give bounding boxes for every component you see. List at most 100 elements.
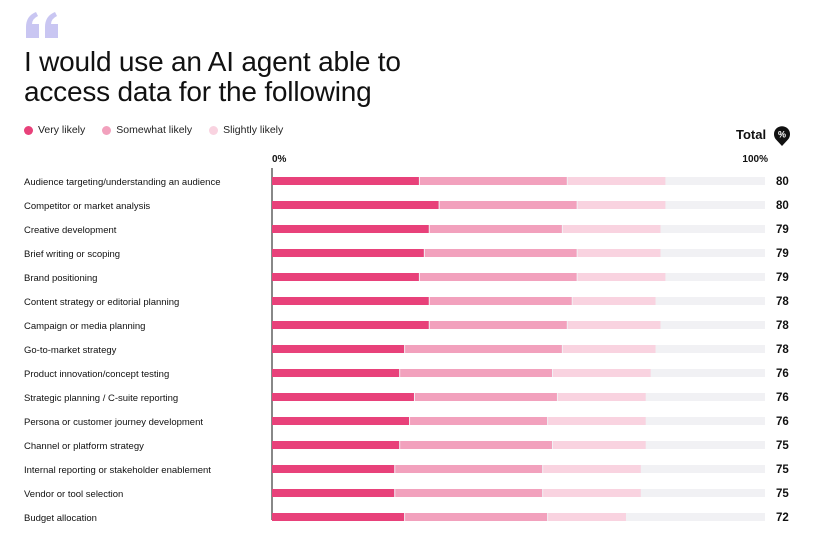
percent-badge-label: % <box>778 129 786 139</box>
bar-segment <box>562 225 661 233</box>
bar-segment <box>543 489 641 497</box>
category-label: Product innovation/concept testing <box>24 369 169 380</box>
bar-segment <box>272 321 429 329</box>
total-value-label: 78 <box>776 320 789 332</box>
total-value-label: 80 <box>776 176 789 188</box>
total-value-label: 78 <box>776 296 789 308</box>
bar-row: Creative development 79 <box>24 224 789 236</box>
category-label: Campaign or media planning <box>24 321 145 332</box>
category-label: Brand positioning <box>24 273 97 284</box>
legend-label-somewhat-likely: Somewhat likely <box>116 124 193 136</box>
bar-segment <box>272 465 395 473</box>
bar-segment <box>419 177 567 185</box>
bar-segment <box>272 177 419 185</box>
bar-row: Campaign or media planning 78 <box>24 320 789 332</box>
total-column-header: Total <box>736 127 767 142</box>
bar-segment <box>439 201 577 209</box>
bar-segment <box>429 225 562 233</box>
bar-segment <box>272 513 405 521</box>
bar-segment <box>567 177 666 185</box>
legend-label-slightly-likely: Slightly likely <box>223 124 284 136</box>
bar-row: Persona or customer journey development 7… <box>24 416 789 428</box>
category-label: Strategic planning / C-suite reporting <box>24 393 178 404</box>
legend-item-slightly-likely: Slightly likely <box>209 124 283 136</box>
bar-row: Vendor or tool selection 75 <box>24 488 789 500</box>
bar-segment <box>395 465 543 473</box>
bar-row: Budget allocation 72 <box>24 512 789 524</box>
bar-segment <box>429 297 572 305</box>
bar-segment <box>543 465 641 473</box>
category-label: Vendor or tool selection <box>24 489 123 500</box>
bar-segment <box>405 345 562 353</box>
total-value-label: 75 <box>776 464 789 476</box>
bar-segment <box>414 393 557 401</box>
category-label: Persona or customer journey development <box>24 417 203 428</box>
quote-mark-icon <box>26 12 58 38</box>
bar-segment <box>419 273 577 281</box>
bar-segment <box>410 417 548 425</box>
category-label: Go-to-market strategy <box>24 345 117 356</box>
bar-row: Channel or platform strategy 75 <box>24 440 789 452</box>
bar-row: Strategic planning / C-suite reporting 76 <box>24 392 789 404</box>
bar-segment <box>400 441 553 449</box>
category-label: Creative development <box>24 225 117 236</box>
bar-segment <box>572 297 656 305</box>
bar-segment <box>272 297 429 305</box>
bar-segment <box>577 201 666 209</box>
bar-row: Go-to-market strategy 78 <box>24 344 789 356</box>
bar-segment <box>548 513 626 521</box>
total-value-label: 75 <box>776 440 789 452</box>
bar-segment <box>272 345 405 353</box>
bar-segment <box>424 249 577 257</box>
total-value-label: 76 <box>776 368 789 380</box>
bar-segment <box>272 249 424 257</box>
legend-swatch-somewhat-likely <box>102 125 112 135</box>
x-tick-label: 0% <box>272 154 287 165</box>
bar-segment <box>272 393 414 401</box>
bar-segment <box>548 417 646 425</box>
bar-segment <box>553 441 646 449</box>
bar-segment <box>567 321 661 329</box>
bar-row: Audience targeting/understanding an audi… <box>24 176 789 188</box>
total-value-label: 75 <box>776 488 789 500</box>
total-value-label: 76 <box>776 392 789 404</box>
legend: Very likely Somewhat likely Slightly lik… <box>24 123 300 137</box>
category-label: Budget allocation <box>24 513 97 524</box>
bar-row: Product innovation/concept testing 76 <box>24 368 789 380</box>
bar-segment <box>272 489 395 497</box>
category-label: Internal reporting or stakeholder enable… <box>24 465 211 476</box>
category-label: Competitor or market analysis <box>24 201 150 212</box>
bar-row: Internal reporting or stakeholder enable… <box>24 464 789 476</box>
bar-segment <box>429 321 567 329</box>
category-label: Content strategy or editorial planning <box>24 297 179 308</box>
legend-label-very-likely: Very likely <box>38 124 86 136</box>
bar-segment <box>395 489 543 497</box>
total-value-label: 79 <box>776 248 789 260</box>
category-label: Audience targeting/understanding an audi… <box>24 177 221 188</box>
bar-segment <box>557 393 646 401</box>
bar-segment <box>405 513 548 521</box>
category-label: Brief writing or scoping <box>24 249 120 260</box>
bar-row: Content strategy or editorial planning 78 <box>24 296 789 308</box>
bar-row: Competitor or market analysis 80 <box>24 200 789 212</box>
total-value-label: 78 <box>776 344 789 356</box>
bar-segment <box>272 225 429 233</box>
bar-segment <box>272 201 439 209</box>
bar-segment <box>272 441 400 449</box>
bar-segment <box>400 369 553 377</box>
bar-segment <box>553 369 651 377</box>
bar-row: Brand positioning 79 <box>24 272 789 284</box>
legend-item-very-likely: Very likely <box>24 124 85 136</box>
x-tick-label: 100% <box>742 154 768 165</box>
bar-segment <box>272 369 400 377</box>
legend-swatch-slightly-likely <box>209 125 219 135</box>
title-line-1: I would use an AI agent able to <box>24 46 401 77</box>
total-value-label: 79 <box>776 224 789 236</box>
total-value-label: 76 <box>776 416 789 428</box>
percent-badge-icon: % <box>774 126 790 146</box>
bar-segment <box>577 273 666 281</box>
bar-segment <box>577 249 661 257</box>
title-line-2: access data for the following <box>24 76 372 107</box>
